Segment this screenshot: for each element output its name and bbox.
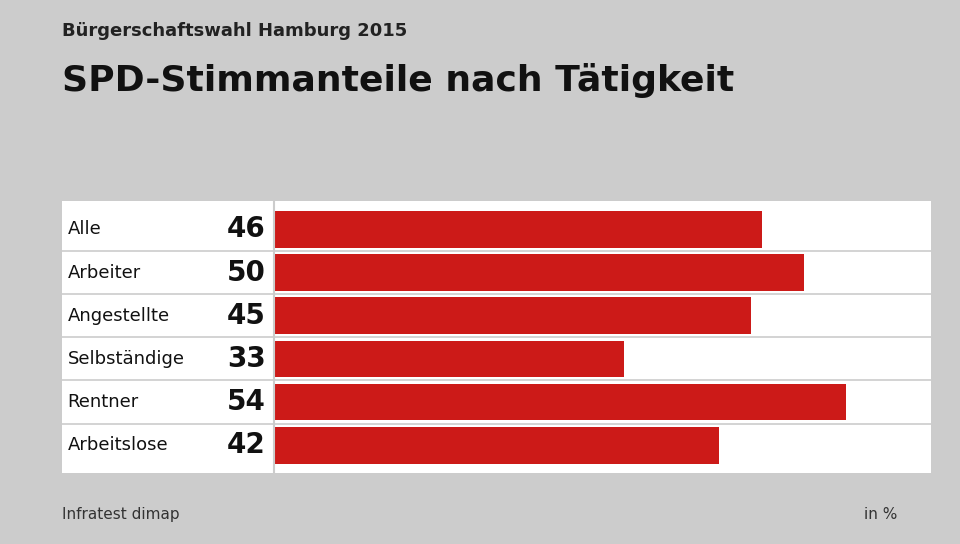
Text: Selbständige: Selbständige: [68, 350, 184, 368]
Text: Arbeiter: Arbeiter: [68, 263, 141, 281]
Text: Infratest dimap: Infratest dimap: [62, 507, 180, 522]
Text: 46: 46: [228, 215, 266, 243]
Text: 45: 45: [227, 302, 266, 330]
Bar: [275, 384, 847, 421]
Text: Alle: Alle: [68, 220, 102, 238]
Text: in %: in %: [864, 507, 898, 522]
Text: 33: 33: [228, 345, 266, 373]
Bar: [275, 298, 751, 334]
Bar: [275, 427, 719, 463]
Text: Arbeitslose: Arbeitslose: [68, 436, 168, 454]
Text: Rentner: Rentner: [68, 393, 139, 411]
Text: 50: 50: [227, 258, 266, 287]
Text: Angestellte: Angestellte: [68, 307, 170, 325]
Bar: [275, 254, 804, 291]
Bar: [275, 211, 761, 248]
Text: SPD-Stimmanteile nach Tätigkeit: SPD-Stimmanteile nach Tätigkeit: [62, 63, 734, 97]
Text: 42: 42: [228, 431, 266, 459]
Text: 54: 54: [227, 388, 266, 416]
Bar: [275, 341, 624, 377]
Text: Bürgerschaftswahl Hamburg 2015: Bürgerschaftswahl Hamburg 2015: [62, 22, 408, 40]
